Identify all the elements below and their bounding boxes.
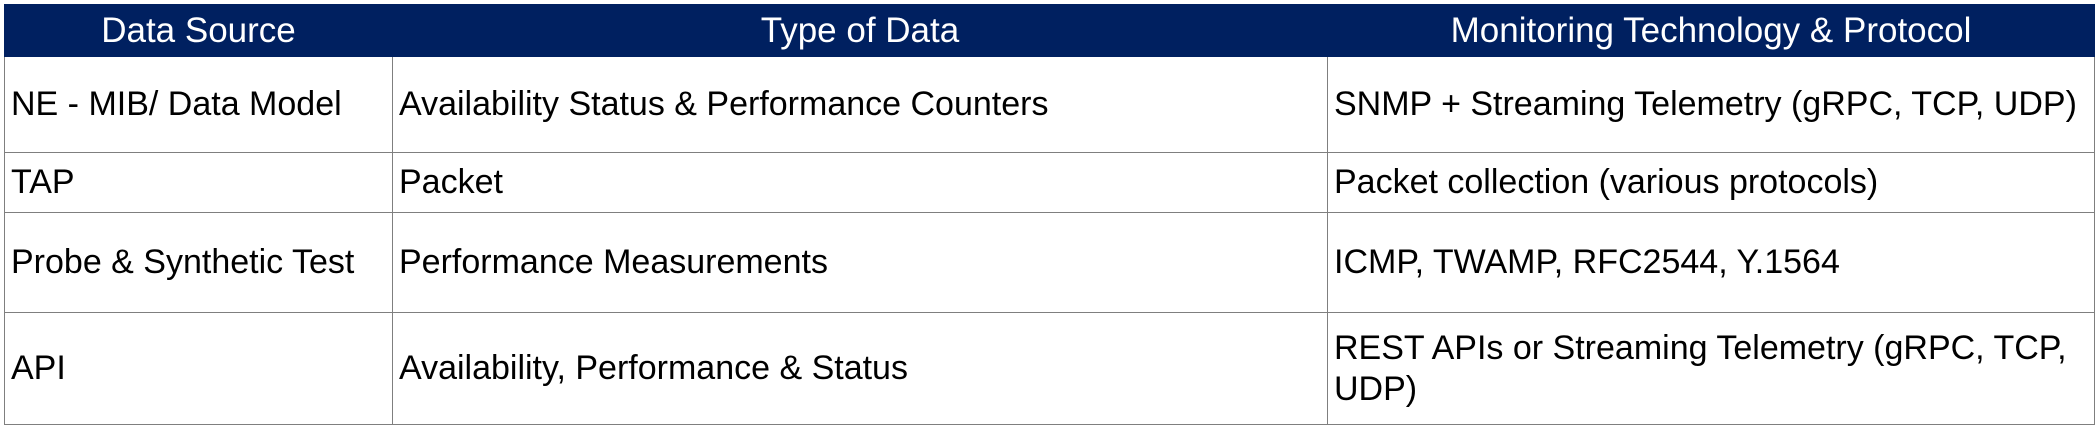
- cell-monitoring-technology: ICMP, TWAMP, RFC2544, Y.1564: [1327, 212, 2095, 313]
- monitoring-data-table: Data Source Type of Data Monitoring Tech…: [4, 4, 2095, 425]
- table-row: Probe & Synthetic Test Performance Measu…: [4, 212, 2095, 313]
- cell-monitoring-technology: Packet collection (various protocols): [1327, 152, 2095, 213]
- cell-monitoring-technology: REST APIs or Streaming Telemetry (gRPC, …: [1327, 312, 2095, 425]
- header-type-of-data: Type of Data: [392, 4, 1328, 57]
- cell-data-source: Probe & Synthetic Test: [4, 212, 393, 313]
- table-body: NE - MIB/ Data Model Availability Status…: [4, 56, 2095, 425]
- cell-type-of-data: Availability, Performance & Status: [392, 312, 1328, 425]
- cell-data-source: TAP: [4, 152, 393, 213]
- header-data-source: Data Source: [4, 4, 393, 57]
- cell-data-source: NE - MIB/ Data Model: [4, 56, 393, 153]
- cell-type-of-data: Performance Measurements: [392, 212, 1328, 313]
- table-header: Data Source Type of Data Monitoring Tech…: [4, 4, 2095, 57]
- table-row: API Availability, Performance & Status R…: [4, 312, 2095, 425]
- cell-type-of-data: Availability Status & Performance Counte…: [392, 56, 1328, 153]
- cell-data-source: API: [4, 312, 393, 425]
- cell-type-of-data: Packet: [392, 152, 1328, 213]
- table-row: NE - MIB/ Data Model Availability Status…: [4, 56, 2095, 153]
- header-monitoring-technology: Monitoring Technology & Protocol: [1327, 4, 2095, 57]
- cell-monitoring-technology: SNMP + Streaming Telemetry (gRPC, TCP, U…: [1327, 56, 2095, 153]
- header-row: Data Source Type of Data Monitoring Tech…: [4, 4, 2095, 57]
- table-row: TAP Packet Packet collection (various pr…: [4, 152, 2095, 213]
